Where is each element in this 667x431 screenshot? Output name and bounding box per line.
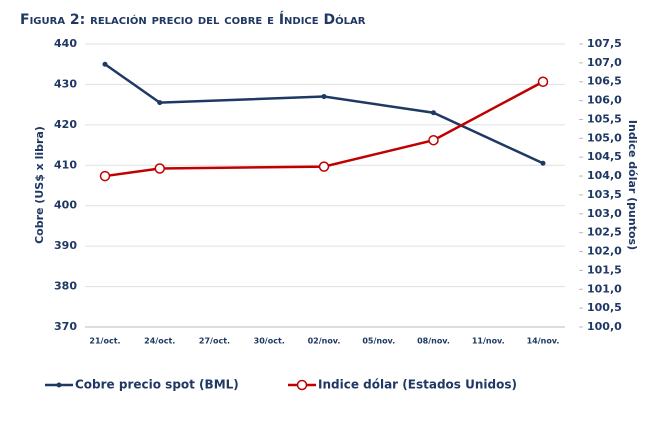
- x-tick-label: 14/nov.: [527, 337, 560, 346]
- y2-tick-label: 102,0: [587, 245, 622, 258]
- point: [157, 100, 163, 106]
- x-tick-label: 08/nov.: [417, 337, 450, 346]
- x-tick-label: 11/nov.: [472, 337, 505, 346]
- y2-tick-label: 107,0: [587, 56, 622, 69]
- y-axis-label: Cobre (US$ x libra): [33, 126, 46, 244]
- y2-tick-label: 105,0: [587, 131, 622, 144]
- y2-tick-label: 101,0: [587, 282, 622, 295]
- point: [154, 163, 165, 174]
- legend-label: Cobre precio spot (BML): [75, 378, 239, 392]
- y-tick-label: 420: [54, 118, 77, 131]
- y2-tick-label: 103,5: [587, 188, 622, 201]
- y2-tick-label: 106,0: [587, 94, 622, 107]
- y2-tick-label: 106,5: [587, 75, 622, 88]
- y-tick-label: 400: [54, 199, 77, 212]
- y-tick-label: 370: [54, 320, 77, 333]
- y2-tick-label: 105,5: [587, 112, 622, 125]
- x-tick-label: 05/nov.: [362, 337, 395, 346]
- legend-label: Indice dólar (Estados Unidos): [318, 378, 517, 392]
- point: [428, 134, 439, 146]
- point: [318, 161, 330, 172]
- point: [431, 110, 436, 116]
- y2-tick-label: 101,5: [587, 263, 622, 276]
- x-tick-label: 24/oct.: [144, 337, 175, 346]
- x-tick-label: 02/nov.: [308, 337, 341, 346]
- y2-tick-label: 107,5: [587, 37, 622, 50]
- y2-tick-label: 100,5: [587, 301, 622, 314]
- y2-tick-label: 103,0: [587, 207, 622, 220]
- point: [537, 76, 549, 87]
- y-tick-label: 410: [54, 158, 77, 171]
- x-tick-label: 27/oct.: [199, 337, 230, 346]
- point: [540, 160, 546, 166]
- x-tick-label: 30/oct.: [254, 337, 285, 346]
- y2-axis-label: Indice dólar (puntos): [626, 120, 639, 250]
- y-tick-label: 430: [54, 77, 77, 90]
- chart-title: Figura 2: relación precio del cobre e Ín…: [20, 11, 366, 28]
- x-tick-label: 21/oct.: [89, 337, 120, 346]
- legend-marker: [296, 379, 308, 391]
- y2-tick-label: 100,0: [587, 320, 622, 333]
- y-tick-label: 380: [54, 280, 77, 293]
- y2-tick-label: 102,5: [587, 226, 622, 239]
- legend-marker: [56, 382, 62, 388]
- y2-tick-label: 104,5: [587, 150, 622, 163]
- y-tick-label: 390: [54, 239, 77, 252]
- series-line: [104, 63, 544, 165]
- point: [102, 61, 108, 67]
- y2-tick-label: 104,0: [587, 169, 622, 182]
- point: [99, 170, 111, 182]
- point: [321, 94, 327, 100]
- y-tick-label: 440: [54, 37, 77, 50]
